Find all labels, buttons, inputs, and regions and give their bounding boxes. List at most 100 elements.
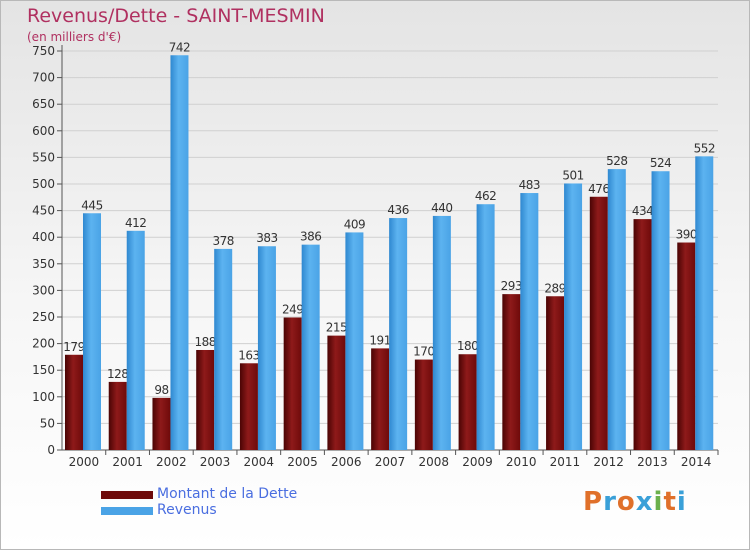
- data-label-revenus: 528: [606, 154, 627, 168]
- bar-revenus: [564, 183, 583, 450]
- bar-revenus: [432, 215, 451, 450]
- x-tick-label: 2014: [681, 455, 712, 469]
- y-tick-label: 50: [40, 416, 55, 430]
- x-tick-label: 2005: [287, 455, 318, 469]
- data-label-revenus: 440: [431, 201, 452, 215]
- y-tick-label: 350: [32, 257, 55, 271]
- logo-letter: o: [616, 487, 636, 517]
- data-label-dette: 163: [238, 348, 259, 362]
- bar-revenus: [345, 232, 364, 450]
- bar-dette: [371, 348, 390, 450]
- bar-dette: [196, 349, 215, 450]
- x-tick-label: 2013: [637, 455, 668, 469]
- data-label-revenus: 501: [562, 168, 583, 182]
- y-tick-label: 300: [32, 283, 55, 297]
- y-tick-label: 600: [32, 124, 55, 138]
- bar-dette: [152, 397, 171, 450]
- bar-revenus: [607, 169, 626, 450]
- data-label-revenus: 386: [300, 230, 321, 244]
- data-label-dette: 249: [282, 303, 303, 317]
- bar-dette: [108, 381, 127, 450]
- y-tick-label: 500: [32, 177, 55, 191]
- legend-swatch-revenus: [101, 507, 153, 515]
- data-label-dette: 128: [107, 367, 128, 381]
- y-tick-label: 450: [32, 204, 55, 218]
- data-label-revenus: 462: [475, 189, 496, 203]
- bar-dette: [589, 196, 608, 450]
- bar-dette: [327, 335, 346, 450]
- data-label-dette: 215: [326, 321, 347, 335]
- bar-dette: [546, 296, 565, 450]
- logo-letter: t: [663, 487, 677, 517]
- bar-revenus: [257, 246, 276, 450]
- bar-revenus: [389, 218, 408, 450]
- data-label-revenus: 378: [212, 234, 233, 248]
- data-label-revenus: 742: [169, 40, 190, 54]
- y-tick-label: 100: [32, 390, 55, 404]
- bar-dette: [677, 242, 696, 450]
- data-label-revenus: 436: [387, 203, 408, 217]
- bar-revenus: [126, 230, 145, 450]
- x-tick-label: 2010: [506, 455, 537, 469]
- data-label-dette: 191: [369, 333, 390, 347]
- chart-title: Revenus/Dette - SAINT-MESMIN: [27, 5, 325, 27]
- bar-dette: [458, 354, 477, 450]
- y-tick-label: 700: [32, 71, 55, 85]
- bar-revenus: [476, 204, 495, 450]
- data-label-revenus: 409: [344, 217, 365, 231]
- bar-dette: [239, 363, 258, 450]
- x-tick-label: 2006: [331, 455, 362, 469]
- x-tick-label: 2004: [244, 455, 275, 469]
- bar-revenus: [83, 213, 101, 450]
- x-tick-label: 2009: [462, 455, 493, 469]
- x-tick-label: 2012: [593, 455, 624, 469]
- proxiti-logo: Proxiti: [583, 487, 687, 517]
- y-tick-label: 550: [32, 150, 55, 164]
- data-label-revenus: 552: [694, 141, 715, 155]
- x-tick-label: 2011: [550, 455, 581, 469]
- logo-letter: P: [583, 487, 604, 517]
- x-tick-label: 2002: [156, 455, 187, 469]
- y-tick-label: 150: [32, 363, 55, 377]
- bar-dette: [414, 359, 433, 450]
- bar-dette: [502, 294, 521, 450]
- bar-revenus: [651, 171, 670, 450]
- y-tick-label: 750: [32, 44, 55, 58]
- bar-revenus: [214, 248, 233, 450]
- bar-revenus: [695, 156, 714, 450]
- y-tick-label: 0: [47, 443, 55, 457]
- x-tick-label: 2001: [112, 455, 143, 469]
- legend-swatch-dette: [101, 491, 153, 499]
- y-tick-label: 650: [32, 97, 55, 111]
- x-tick-label: 2007: [375, 455, 406, 469]
- x-tick-label: 2003: [200, 455, 231, 469]
- y-tick-label: 400: [32, 230, 55, 244]
- data-label-dette: 434: [632, 204, 653, 218]
- y-tick-label: 200: [32, 337, 55, 351]
- data-label-revenus: 412: [125, 216, 146, 230]
- logo-letter: x: [635, 487, 654, 517]
- data-label-dette: 98: [154, 383, 168, 397]
- y-tick-label: 250: [32, 310, 55, 324]
- x-tick-label: 2008: [418, 455, 449, 469]
- data-label-revenus: 383: [256, 231, 277, 245]
- bar-revenus: [520, 193, 539, 450]
- data-label-dette: 390: [676, 228, 697, 242]
- data-label-dette: 476: [588, 182, 609, 196]
- bar-dette: [65, 354, 83, 450]
- logo-letter: i: [653, 487, 664, 517]
- data-label-dette: 170: [413, 345, 434, 359]
- data-label-revenus: 445: [81, 198, 102, 212]
- bar-revenus: [301, 244, 320, 450]
- data-label-dette: 293: [501, 279, 522, 293]
- logo-letter: r: [603, 487, 617, 517]
- x-tick-label: 2000: [69, 455, 100, 469]
- data-label-dette: 188: [194, 335, 215, 349]
- data-label-dette: 179: [63, 340, 84, 354]
- bar-revenus: [170, 55, 189, 450]
- chart-subtitle: (en milliers d'€): [27, 30, 122, 44]
- data-label-dette: 180: [457, 339, 478, 353]
- logo-letter: i: [676, 487, 687, 517]
